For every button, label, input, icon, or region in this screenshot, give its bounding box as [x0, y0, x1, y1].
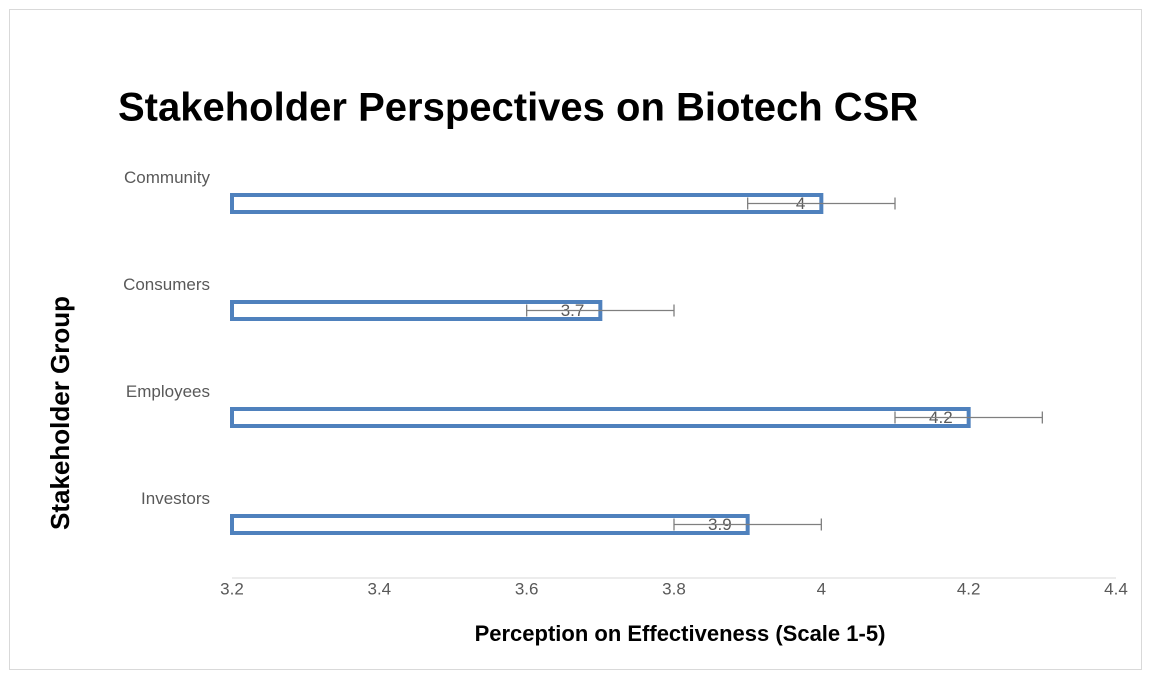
y-tick-label: Consumers — [123, 275, 210, 294]
x-tick-label: 3.6 — [515, 579, 539, 598]
error-bar — [894, 411, 1043, 424]
bar — [230, 407, 971, 428]
y-axis-label: Stakeholder Group — [45, 296, 75, 530]
bar — [230, 514, 750, 535]
y-tick-label: Investors — [141, 489, 210, 508]
x-tick-label: 3.2 — [220, 579, 244, 598]
bar — [230, 193, 824, 214]
x-axis-label: Perception on Effectiveness (Scale 1-5) — [475, 621, 886, 646]
x-tick-label: 4 — [817, 579, 826, 598]
chart-title: Stakeholder Perspectives on Biotech CSR — [118, 86, 918, 130]
error-bar — [747, 197, 896, 210]
x-tick-label: 3.4 — [368, 579, 392, 598]
error-bar — [673, 518, 822, 531]
x-tick-label: 4.2 — [957, 579, 981, 598]
error-bar — [526, 304, 675, 317]
x-tick-label: 4.4 — [1104, 579, 1128, 598]
y-tick-label: Community — [124, 168, 210, 187]
y-tick-label: Employees — [126, 382, 210, 401]
x-tick-label: 3.8 — [662, 579, 686, 598]
chart-frame — [9, 9, 1142, 670]
